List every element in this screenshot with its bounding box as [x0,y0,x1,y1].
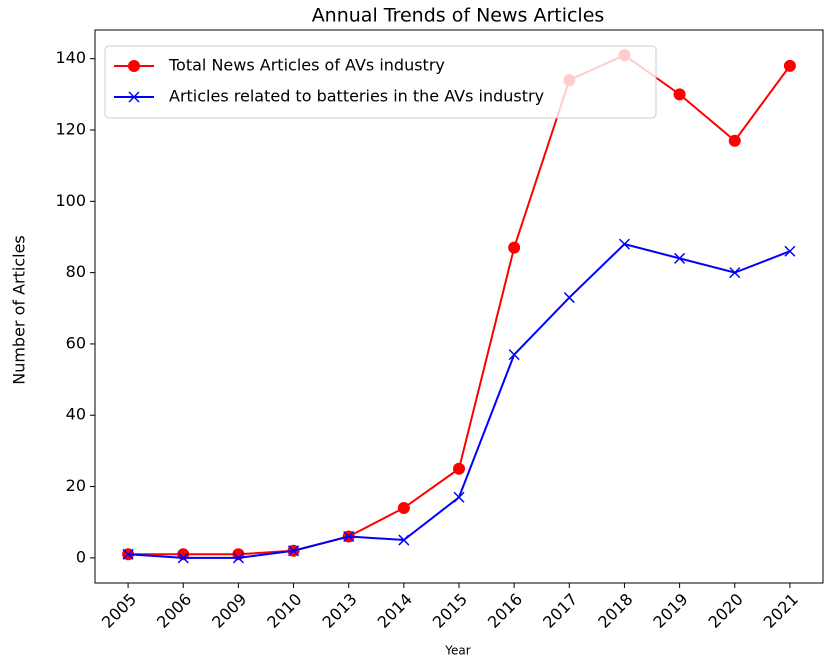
x-axis-label: Year [444,644,470,658]
x-tick-label: 2018 [594,590,636,632]
data-point [784,245,796,257]
legend: Total News Articles of AVs industry Artic… [104,45,657,119]
x-tick-label: 2020 [705,590,747,632]
legend-box [104,45,657,119]
y-tick-label: 60 [66,333,86,352]
series [122,49,796,561]
x-tick-label: 2021 [760,590,802,632]
data-point [453,462,465,475]
data-point [674,252,686,264]
y-tick-label: 80 [66,262,86,281]
data-point [508,241,521,254]
x-tick-label: 2005 [98,590,140,632]
data-point [618,238,630,250]
data-point [453,491,465,503]
line [128,53,791,556]
y-tick-label: 0 [76,547,86,566]
data-point [397,501,410,514]
y-tick-label: 100 [55,191,86,210]
chart-title: Annual Trends of News Articles [312,5,605,27]
x-tick-label: 2019 [649,590,691,632]
x-tick-label: 2009 [208,590,250,632]
x-tick-label: 2014 [374,590,416,632]
data-point [563,292,575,304]
line [128,242,791,559]
x-tick-label: 2013 [318,590,360,632]
y-tick-label: 120 [55,120,86,139]
x-tick-label: 2015 [429,590,471,632]
data-point [673,88,686,101]
series [122,238,796,564]
data-point [288,545,300,557]
x-tick-label: 2010 [263,590,305,632]
y-tick-label: 140 [55,48,86,67]
data-point [729,267,741,279]
legend-label: Total News Articles of AVs industry [168,56,445,75]
legend-label: Articles related to batteries in the AVs… [169,87,544,106]
data-point [508,349,520,361]
x-tick-label: 2006 [153,590,195,632]
data-point [232,552,244,564]
x-tick-label: 2017 [539,590,581,632]
y-axis-label: Number of Articles [10,235,29,385]
data-point [398,534,410,546]
x-tick-label: 2016 [484,590,526,632]
data-point [783,59,796,72]
y-tick-label: 20 [66,476,86,495]
legend-marker [128,60,140,72]
data-point [343,530,355,543]
data-point [728,134,741,147]
data-point [177,552,189,564]
legend-marker [128,91,140,103]
y-tick-label: 40 [66,405,86,424]
data-point [122,548,134,560]
